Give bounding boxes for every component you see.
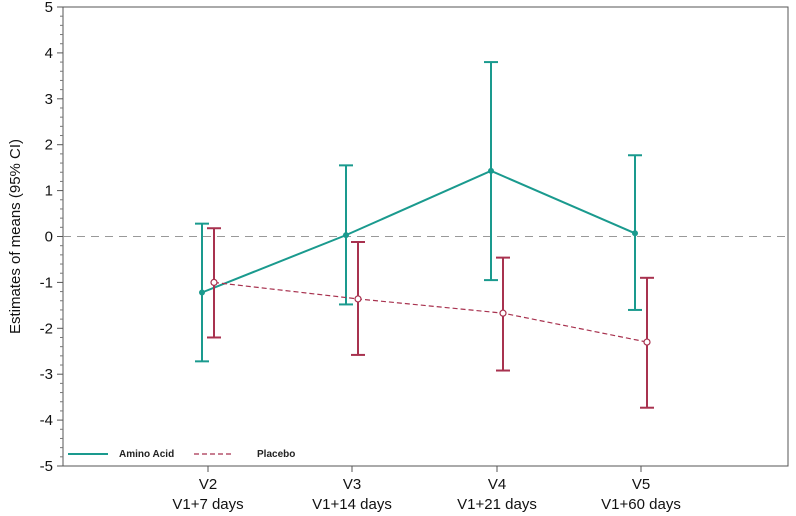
y-tick-label: 1 (45, 183, 53, 200)
x-tick-label: V5 (632, 476, 650, 493)
x-tick-sublabel: V1+60 days (601, 496, 681, 513)
data-point (643, 338, 651, 346)
data-point (210, 278, 218, 286)
x-tick-sublabel: V1+7 days (172, 496, 243, 513)
x-tick-label: V4 (488, 476, 506, 493)
data-point (499, 309, 507, 317)
y-tick-label: -5 (40, 458, 53, 475)
y-tick-label: 0 (45, 229, 53, 246)
y-axis: 5 4 3 2 1 0 -1 -2 -3 -4 -5 (40, 0, 63, 475)
data-point (632, 230, 638, 237)
y-tick-label: -3 (40, 366, 53, 383)
y-tick-label: 4 (45, 45, 53, 62)
x-tick-sublabel: V1+14 days (312, 496, 392, 513)
series-placebo (207, 227, 654, 409)
y-tick-label: 3 (45, 91, 53, 108)
data-point (343, 232, 349, 239)
series-amino-acid (195, 61, 642, 363)
series-line (201, 169, 636, 294)
legend-label-amino-acid: Amino Acid (119, 449, 174, 460)
data-point (199, 289, 205, 296)
y-axis-label: Estimates of means (95% CI) (7, 139, 24, 334)
legend: Amino Acid Placebo (68, 449, 295, 460)
y-tick-label: 2 (45, 137, 53, 154)
legend-label-placebo: Placebo (257, 449, 295, 460)
x-tick-label: V3 (343, 476, 361, 493)
y-tick-label: 5 (45, 0, 53, 16)
y-tick-label: -1 (40, 274, 53, 291)
data-point (354, 295, 362, 303)
x-tick-label: V2 (199, 476, 217, 493)
series-layer (195, 61, 654, 409)
y-tick-label: -4 (40, 412, 53, 429)
x-axis: V2 V1+7 days V3 V1+14 days V4 V1+21 days V5 V1+… (172, 466, 681, 513)
y-tick-label: -2 (40, 320, 53, 337)
x-tick-sublabel: V1+21 days (457, 496, 537, 513)
series-line (213, 281, 648, 343)
data-point (488, 167, 494, 174)
